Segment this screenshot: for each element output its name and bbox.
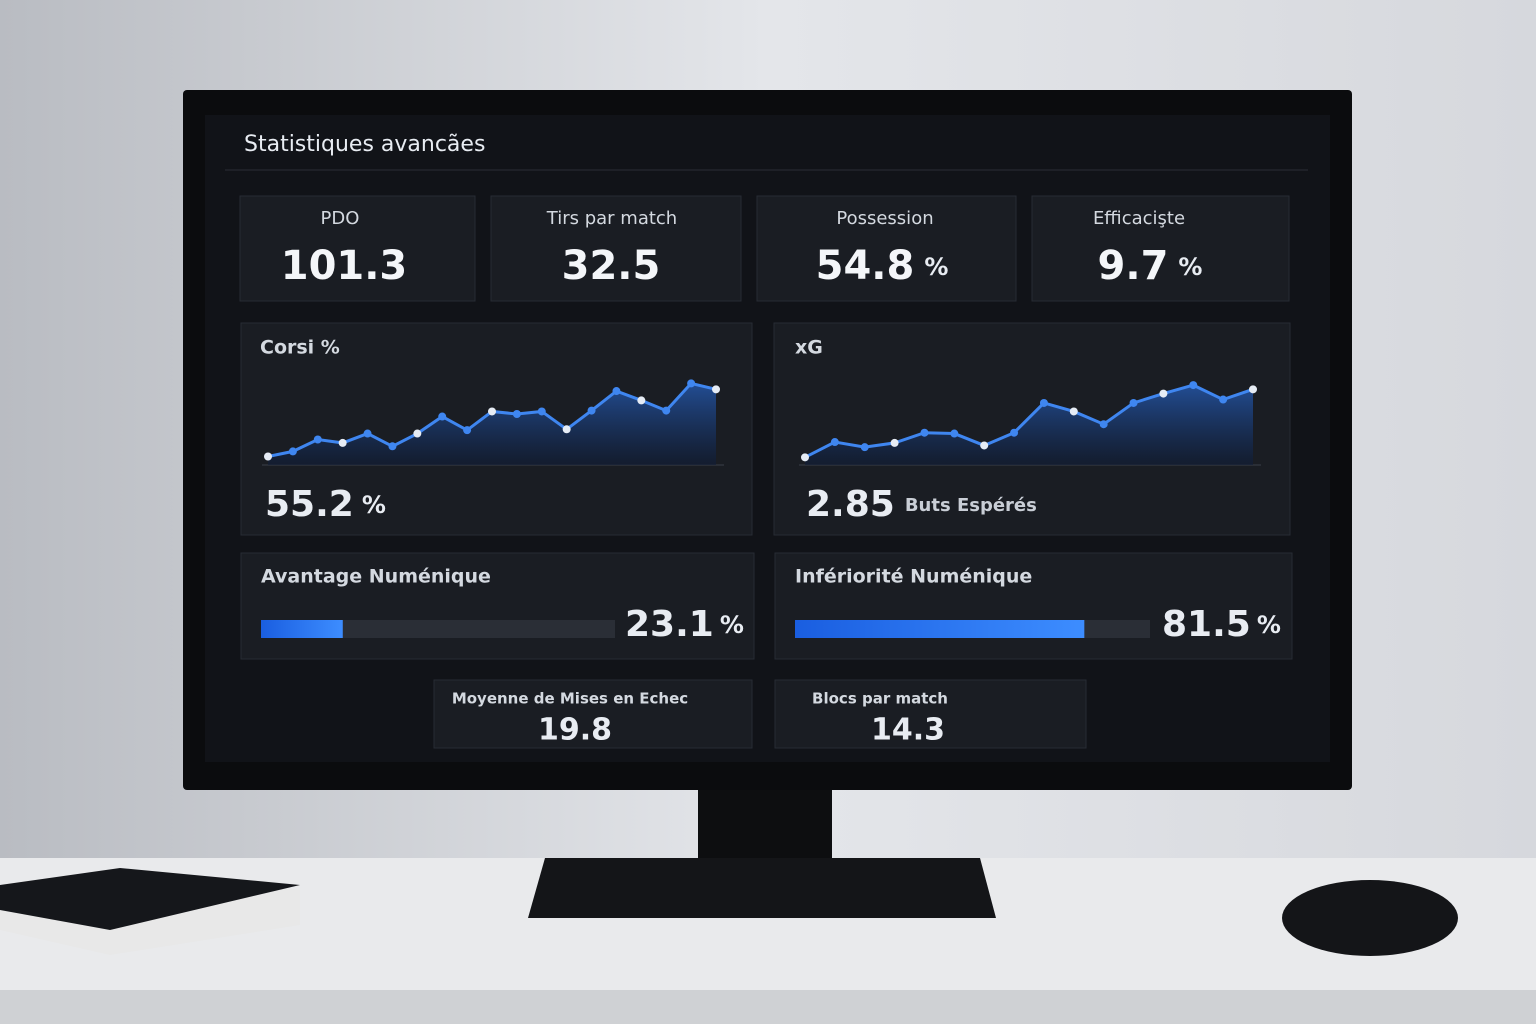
- kpi-value: 54.8: [816, 243, 915, 289]
- point: [512, 410, 521, 418]
- point: [562, 425, 571, 434]
- stand-base: [528, 858, 996, 918]
- point: [920, 428, 929, 437]
- progress-label: Avantage Numénique: [261, 566, 491, 588]
- stand-neck: [698, 788, 832, 868]
- kpi-value: 9.7: [1098, 243, 1169, 289]
- progress-value: 23.1: [625, 604, 714, 645]
- point: [288, 447, 297, 456]
- kpi-label: Tirs par match: [546, 208, 677, 229]
- chart-title: Corsi %: [260, 337, 340, 359]
- point: [413, 429, 422, 438]
- progress-label: Infériorité Numénique: [795, 566, 1032, 588]
- area: [805, 385, 1253, 465]
- point: [637, 396, 646, 405]
- kpi-value: 32.5: [562, 243, 661, 289]
- point: [338, 438, 347, 447]
- chart-title: xG: [795, 337, 823, 359]
- point: [890, 438, 899, 447]
- progress-card: [240, 552, 755, 660]
- point: [1099, 420, 1108, 429]
- progress-fill: [261, 620, 343, 638]
- kpi-label: Possession: [836, 208, 933, 229]
- point: [1010, 428, 1019, 437]
- progress-value-group: 23.1%: [625, 604, 744, 645]
- stat-value: 14.3: [871, 713, 945, 748]
- progress-track: [261, 620, 615, 638]
- kpi-unit: %: [924, 253, 948, 281]
- progress-fill: [795, 620, 1085, 638]
- point: [712, 385, 720, 394]
- chart-value-group: 2.85 Buts Espérés: [806, 484, 1037, 525]
- point: [1129, 398, 1138, 407]
- chart-value-group: 55.2%: [265, 484, 386, 525]
- point: [363, 429, 372, 438]
- point: [388, 442, 397, 451]
- point: [1249, 385, 1257, 394]
- point: [1069, 407, 1078, 416]
- kpi-value-group: 54.8%: [816, 243, 949, 289]
- notebook-cover: [0, 868, 300, 930]
- point: [463, 426, 472, 435]
- kpi-label: PDO: [321, 208, 360, 229]
- dashboard-title: Statistiques avancães: [244, 132, 485, 157]
- kpi-card: [239, 195, 476, 302]
- stat-card: [774, 679, 1087, 749]
- point: [1219, 395, 1228, 404]
- point: [438, 412, 447, 421]
- progress-value: 81.5: [1162, 604, 1251, 645]
- point: [313, 435, 322, 444]
- area: [268, 383, 716, 465]
- stat-label: Blocs par match: [812, 690, 948, 708]
- point: [264, 452, 272, 461]
- chart-unit: %: [362, 491, 386, 519]
- chart-big-value: 55.2: [265, 484, 354, 525]
- kpi-value-group: 9.7%: [1098, 243, 1203, 289]
- point: [830, 438, 839, 447]
- progress-card: [774, 552, 1293, 660]
- kpi-unit: %: [1178, 253, 1202, 281]
- kpi-value: 101.3: [281, 243, 408, 289]
- plots: [262, 379, 1261, 466]
- mouse: [1282, 880, 1458, 956]
- progress-unit: %: [720, 611, 744, 639]
- kpi-card: [756, 195, 1017, 302]
- line: [804, 383, 1254, 459]
- progress-value-group: 81.5%: [1162, 604, 1281, 645]
- point: [488, 407, 496, 416]
- kpi-card: [1031, 195, 1290, 302]
- point: [950, 429, 959, 438]
- point: [537, 407, 546, 416]
- stat-label: Moyenne de Mises en Echec: [452, 690, 688, 708]
- point: [687, 379, 696, 388]
- kpi-label: Efficacişte: [1093, 208, 1185, 229]
- bars: [261, 620, 1150, 638]
- desk-edge: [0, 990, 1536, 1024]
- point: [612, 387, 621, 396]
- kpi-card: [490, 195, 742, 302]
- point: [1189, 381, 1198, 390]
- point: [587, 406, 596, 415]
- chart-caption: Buts Espérés: [905, 495, 1037, 516]
- point: [801, 453, 809, 462]
- stat-value: 19.8: [538, 713, 612, 748]
- point: [860, 443, 869, 452]
- point: [980, 441, 989, 450]
- point: [1039, 398, 1048, 407]
- stat-card: [433, 679, 753, 749]
- point: [1159, 389, 1168, 398]
- progress-unit: %: [1257, 611, 1281, 639]
- chart-big-value: 2.85: [806, 484, 895, 525]
- point: [662, 406, 671, 415]
